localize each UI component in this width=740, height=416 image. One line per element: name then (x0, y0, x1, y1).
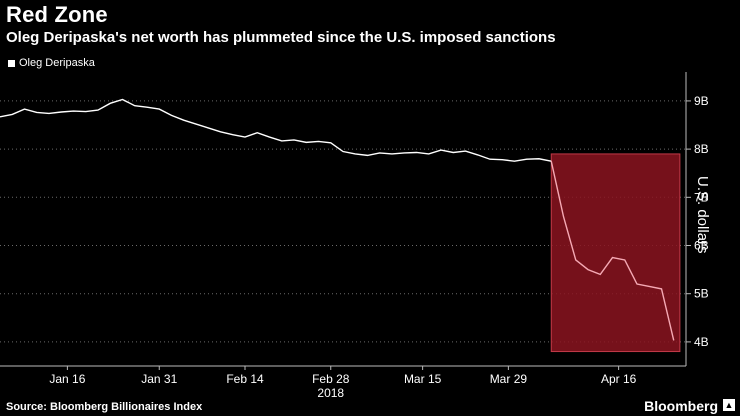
y-tick-label: 6B (694, 239, 709, 253)
legend-swatch (8, 59, 15, 67)
share-arrow-icon[interactable]: ▲ (723, 399, 735, 411)
y-tick-label: 7B (694, 190, 709, 204)
series-line-deripaska (0, 98, 552, 162)
x-year-label: 2018 (317, 386, 344, 400)
y-tick-label: 4B (694, 335, 709, 349)
y-axis-title: U.S. dollars (694, 176, 711, 254)
legend: Oleg Deripaska (8, 57, 95, 69)
y-tick-label: 8B (694, 142, 709, 156)
legend-label: Oleg Deripaska (19, 57, 95, 69)
x-tick-label: Jan 31 (141, 372, 177, 386)
x-tick-label: Jan 16 (49, 372, 85, 386)
y-tick-label: 9B (694, 94, 709, 108)
chart-title: Red Zone (6, 2, 108, 27)
chart-subtitle: Oleg Deripaska's net worth has plummeted… (6, 29, 556, 46)
x-tick-label: Mar 15 (404, 372, 442, 386)
series-line-deripaska-highlight (550, 161, 675, 341)
x-tick-label: Feb 28 (312, 372, 350, 386)
x-tick-label: Mar 29 (490, 372, 528, 386)
x-tick-label: Apr 16 (601, 372, 637, 386)
bloomberg-logo: Bloomberg (644, 398, 718, 414)
y-tick-label: 5B (694, 287, 709, 301)
x-tick-label: Feb 14 (226, 372, 264, 386)
source-note: Source: Bloomberg Billionaires Index (6, 401, 203, 413)
sanctions-highlight-box (550, 153, 681, 353)
